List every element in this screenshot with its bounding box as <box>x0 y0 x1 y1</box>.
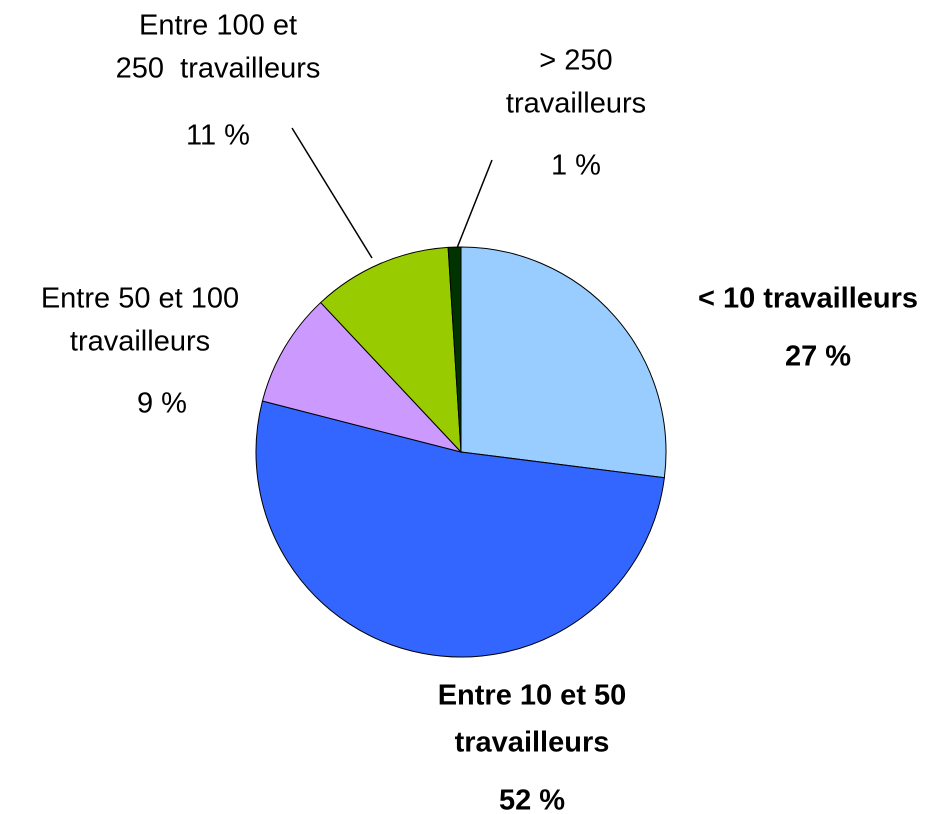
value-label: 11 % <box>186 120 250 152</box>
leader-line <box>291 127 373 259</box>
pie-slice <box>460 246 667 479</box>
slice-label: > 250 <box>539 45 612 77</box>
slice-label: Entre 10 et 50 <box>438 680 627 712</box>
pie-slice <box>261 301 463 453</box>
slice-label: travailleurs <box>455 727 610 759</box>
slice-label: Entre 100 et <box>139 10 297 42</box>
value-label: 1 % <box>551 150 601 182</box>
value-label: 9 % <box>137 388 187 420</box>
slice-label: Entre 50 et 100 <box>41 283 239 315</box>
slice-label: 250 travailleurs <box>116 53 321 85</box>
slice-label: < 10 travailleurs <box>698 283 918 315</box>
pie-slice <box>255 400 665 658</box>
pie-slice <box>319 246 462 454</box>
slice-label: travailleurs <box>70 326 210 358</box>
value-label: 52 % <box>499 785 565 814</box>
pie-slice <box>447 246 462 453</box>
leader-line <box>456 159 493 249</box>
slice-label: travailleurs <box>506 88 646 120</box>
value-label: 27 % <box>785 341 851 373</box>
